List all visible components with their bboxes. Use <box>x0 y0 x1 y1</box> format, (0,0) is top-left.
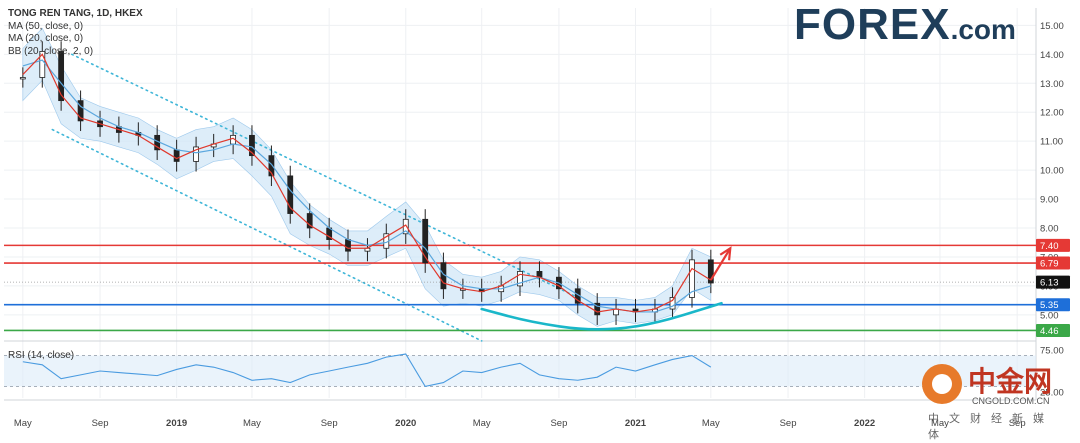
watermark-cn: 中金网 <box>968 365 1053 398</box>
rsi-band <box>4 355 1036 387</box>
x-tick-label: May <box>14 418 32 429</box>
x-tick-label: May <box>702 418 720 429</box>
watermark-site: CNGOLD.COM.CN <box>972 396 1050 406</box>
candle-body <box>669 297 676 310</box>
y-tick-label: 10.00 <box>1040 166 1064 177</box>
level-tag-6.79 <box>1036 256 1070 270</box>
level-tag-text: 4.46 <box>1040 326 1059 337</box>
candle-body <box>707 259 714 284</box>
rsi-tick-label: 75.00 <box>1040 346 1064 357</box>
bollinger-band <box>22 27 712 327</box>
watermark-logo-icon <box>922 364 962 404</box>
watermark: 中金网 CNGOLD.COM.CN 中文财经新媒体 <box>920 360 1070 441</box>
candle-body <box>58 51 65 102</box>
target-arrow-head <box>719 246 732 261</box>
x-tick-label: 2020 <box>395 418 416 429</box>
y-tick-label: 9.00 <box>1040 195 1059 206</box>
x-tick-label: Sep <box>321 418 338 429</box>
candle-body <box>249 134 255 157</box>
candle-body <box>287 175 294 214</box>
candle-body <box>594 302 601 316</box>
legend-bb: BB (20, close, 2, 0) <box>8 45 94 57</box>
y-tick-label: 12.00 <box>1040 108 1064 119</box>
rsi-label: RSI (14, close) <box>8 350 75 361</box>
watermark-sub: 中文财经新媒体 <box>928 412 1054 441</box>
brand-logo: FOREX.com <box>794 0 1016 50</box>
x-tick-label: Sep <box>1009 418 1026 429</box>
rsi-tick-label: 25.00 <box>1040 387 1064 398</box>
level-tag-7.40 <box>1036 238 1070 252</box>
level-tag-6.13 <box>1036 275 1070 289</box>
x-tick-label: May <box>473 418 491 429</box>
candle-body <box>536 271 543 278</box>
x-tick-label: 2019 <box>166 418 187 429</box>
level-tag-text: 6.79 <box>1040 259 1059 270</box>
candle-body <box>345 239 351 252</box>
legend-ma50: MA (50, close, 0) <box>8 20 84 32</box>
rounding-bottom-curve <box>480 301 723 331</box>
y-tick-label: 15.00 <box>1040 21 1064 32</box>
legend-ma20: MA (20, close, 0) <box>8 33 84 44</box>
x-tick-label: Sep <box>92 418 109 429</box>
candle-body <box>268 155 275 177</box>
x-tick-label: May <box>931 418 949 429</box>
channel-upper-line <box>70 53 579 299</box>
ma20-line <box>22 53 712 313</box>
level-tag-text: 5.35 <box>1040 300 1059 311</box>
y-tick-label: 14.00 <box>1040 50 1064 61</box>
legend-title: TONG REN TANG, 1D, HKEX <box>8 8 143 19</box>
candle-body <box>193 146 199 162</box>
y-tick-label: 5.00 <box>1040 310 1059 321</box>
candle-body <box>19 77 26 80</box>
x-tick-label: May <box>243 418 261 429</box>
x-tick-label: Sep <box>550 418 567 429</box>
y-tick-label: 11.00 <box>1040 137 1063 148</box>
x-tick-label: 2022 <box>854 418 875 429</box>
rsi-line <box>22 353 712 388</box>
brand-name: FOREX <box>794 0 951 49</box>
candle-body <box>422 218 429 264</box>
y-tick-label: 13.00 <box>1040 79 1064 90</box>
candle-body <box>517 271 523 287</box>
brand-tld: .com <box>950 14 1016 45</box>
x-tick-label: 2021 <box>625 418 647 429</box>
y-tick-label: 8.00 <box>1040 224 1059 235</box>
x-tick-label: Sep <box>780 418 797 429</box>
candle-body <box>77 100 84 122</box>
level-tag-5.35 <box>1036 298 1070 312</box>
candle-body <box>173 149 180 162</box>
ma50-line <box>22 59 712 313</box>
chart-legend: TONG REN TANG, 1D, HKEX MA (50, close, 0… <box>8 8 143 58</box>
grid <box>4 8 1036 398</box>
level-tag-text: 6.13 <box>1040 278 1059 289</box>
target-arrow-shaft <box>709 247 732 281</box>
level-tag-4.46 <box>1036 323 1070 337</box>
candle-body <box>39 51 46 78</box>
candle-body <box>306 213 313 229</box>
candle-body <box>689 259 695 298</box>
level-tag-text: 7.40 <box>1040 241 1059 252</box>
